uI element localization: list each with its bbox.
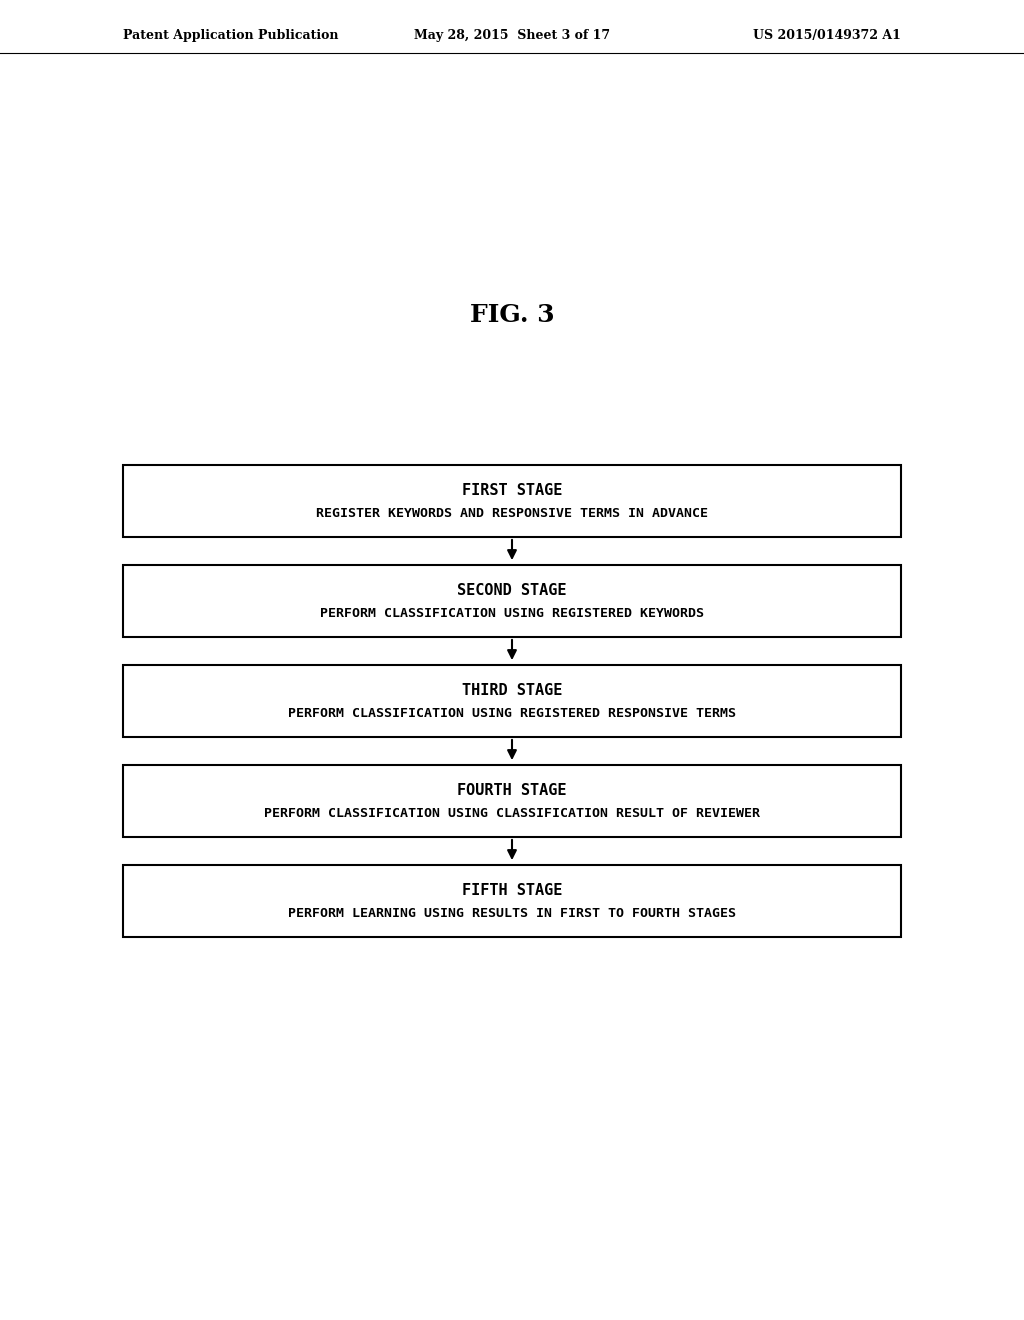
Bar [123,565,901,638]
Bar [123,766,901,837]
Text: FIFTH STAGE: FIFTH STAGE [462,883,562,899]
Bar [123,465,901,537]
Text: FOURTH STAGE: FOURTH STAGE [458,783,566,799]
Bar [123,865,901,937]
Text: May 28, 2015  Sheet 3 of 17: May 28, 2015 Sheet 3 of 17 [414,29,610,41]
Text: FIG. 3: FIG. 3 [470,304,554,327]
Text: THIRD STAGE: THIRD STAGE [462,684,562,698]
Text: SECOND STAGE: SECOND STAGE [458,583,566,598]
Bar [123,665,901,737]
Text: REGISTER KEYWORDS AND RESPONSIVE TERMS IN ADVANCE: REGISTER KEYWORDS AND RESPONSIVE TERMS I… [316,507,708,520]
Text: PERFORM LEARNING USING RESULTS IN FIRST TO FOURTH STAGES: PERFORM LEARNING USING RESULTS IN FIRST … [288,907,736,920]
Text: FIRST STAGE: FIRST STAGE [462,483,562,499]
Text: Patent Application Publication: Patent Application Publication [123,29,338,41]
Text: PERFORM CLASSIFICATION USING REGISTERED KEYWORDS: PERFORM CLASSIFICATION USING REGISTERED … [319,607,705,620]
Text: PERFORM CLASSIFICATION USING REGISTERED RESPONSIVE TERMS: PERFORM CLASSIFICATION USING REGISTERED … [288,708,736,721]
Text: PERFORM CLASSIFICATION USING CLASSIFICATION RESULT OF REVIEWER: PERFORM CLASSIFICATION USING CLASSIFICAT… [264,808,760,821]
Text: US 2015/0149372 A1: US 2015/0149372 A1 [754,29,901,41]
